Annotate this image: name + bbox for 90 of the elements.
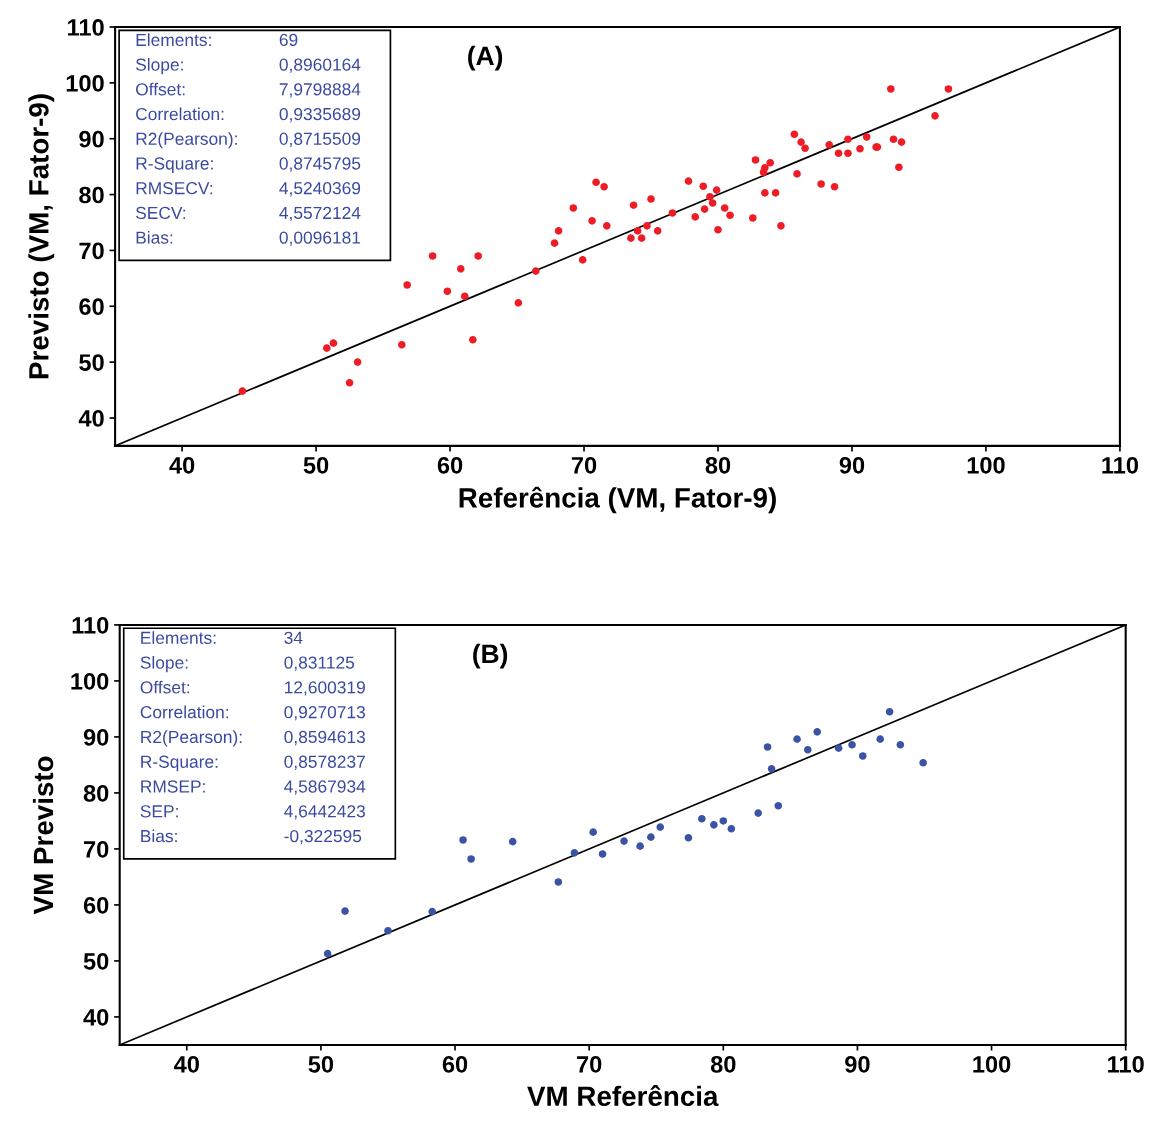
point <box>341 907 349 915</box>
point <box>885 707 894 716</box>
point <box>428 907 437 916</box>
text: R2(Pearson): 0,8715509 <box>136 132 361 149</box>
point <box>698 814 706 823</box>
point <box>767 765 776 773</box>
point <box>803 746 812 754</box>
point <box>598 850 607 858</box>
point <box>467 855 475 863</box>
x-axis-title: VM Referência <box>527 1085 719 1107</box>
point <box>459 836 467 844</box>
text: RMSECV: 4,5240369 <box>136 182 361 197</box>
y-tick-label: 60 <box>79 298 104 316</box>
x-tick-label: 70 <box>571 456 597 474</box>
y-tick-label: 90 <box>79 130 104 148</box>
point <box>727 824 736 833</box>
text: R-Square: 0,8745795 <box>136 157 361 174</box>
text: Offset: 7,9798884 <box>136 82 361 98</box>
x-tick-label: 50 <box>308 1055 334 1073</box>
x-tick-label: 40 <box>174 1055 199 1073</box>
text: Correlation: 0,9335689 <box>136 107 361 123</box>
x-tick-label: 60 <box>437 456 463 474</box>
point <box>896 740 905 749</box>
y-tick-label: 50 <box>79 354 104 371</box>
y-tick-label: 70 <box>84 841 109 858</box>
y-tick-label: 40 <box>78 410 104 427</box>
y-tick-label: 40 <box>83 1009 109 1026</box>
point <box>793 735 801 743</box>
x-tick-label: 40 <box>169 456 195 474</box>
point <box>636 842 644 850</box>
x-tick-label: 60 <box>442 1055 468 1073</box>
text: (B) <box>473 643 508 669</box>
x-tick-label: 80 <box>710 1055 736 1073</box>
point <box>919 758 927 767</box>
text: Elements: 34 <box>141 631 303 644</box>
point <box>656 823 665 831</box>
text: Elements: 69 <box>136 33 298 47</box>
point <box>719 817 728 825</box>
text: Slope: 0,8960164 <box>135 58 361 75</box>
text: SEP: 4,6442423 <box>140 805 365 820</box>
x-tick-label: 100 <box>967 456 1005 474</box>
point <box>848 740 856 749</box>
point <box>876 735 885 743</box>
text: Correlation: 0,9270713 <box>140 705 365 721</box>
text: R2(Pearson): 0,8594613 <box>141 730 365 747</box>
text: R-Square: 0,8578237 <box>141 755 365 772</box>
point <box>554 878 563 886</box>
x-tick-label: 80 <box>705 456 731 474</box>
point <box>589 828 597 836</box>
x-tick-label: 50 <box>303 456 329 474</box>
y-axis-title: VM Previsto <box>32 756 54 915</box>
x-tick-label: 110 <box>1102 456 1138 474</box>
y-tick-label: 110 <box>72 617 109 634</box>
text: Slope: 0,831125 <box>140 656 355 673</box>
text: Offset: 12,600319 <box>140 680 365 696</box>
text: Bias: -0,322595 <box>141 829 362 845</box>
y-tick-label: 80 <box>83 785 109 802</box>
point <box>763 743 772 751</box>
point <box>834 744 843 752</box>
y-tick-label: 70 <box>79 242 104 260</box>
y-tick-label: 110 <box>68 19 104 36</box>
text: (A) <box>468 45 503 71</box>
y-tick-label: 100 <box>66 74 104 92</box>
y-axis-title: Previsto (VM, Fator-9) <box>28 94 55 379</box>
x-tick-label: 90 <box>839 456 865 474</box>
text: Bias: 0,0096181 <box>136 231 361 246</box>
point <box>323 949 332 958</box>
point <box>647 833 655 841</box>
point <box>384 926 392 935</box>
y-tick-label: 60 <box>83 897 109 914</box>
point <box>858 752 867 760</box>
point <box>710 821 718 829</box>
text: SECV: 4,5572124 <box>135 206 361 222</box>
point <box>754 809 762 817</box>
point <box>620 837 628 845</box>
point <box>570 849 579 857</box>
point <box>508 837 517 846</box>
point <box>684 833 693 842</box>
y-tick-label: 100 <box>71 673 109 690</box>
x-tick-label: 70 <box>577 1055 602 1073</box>
point <box>813 728 821 736</box>
x-tick-label: 100 <box>973 1055 1011 1073</box>
x-axis-title: Referência (VM, Fator-9) <box>459 486 776 514</box>
x-tick-label: 90 <box>845 1055 870 1073</box>
point <box>774 802 783 810</box>
y-tick-label: 50 <box>83 953 109 970</box>
y-tick-label: 80 <box>79 186 104 204</box>
x-tick-label: 110 <box>1108 1055 1144 1073</box>
y-tick-label: 90 <box>83 729 109 746</box>
text: RMSEP: 4,5867934 <box>141 780 366 795</box>
